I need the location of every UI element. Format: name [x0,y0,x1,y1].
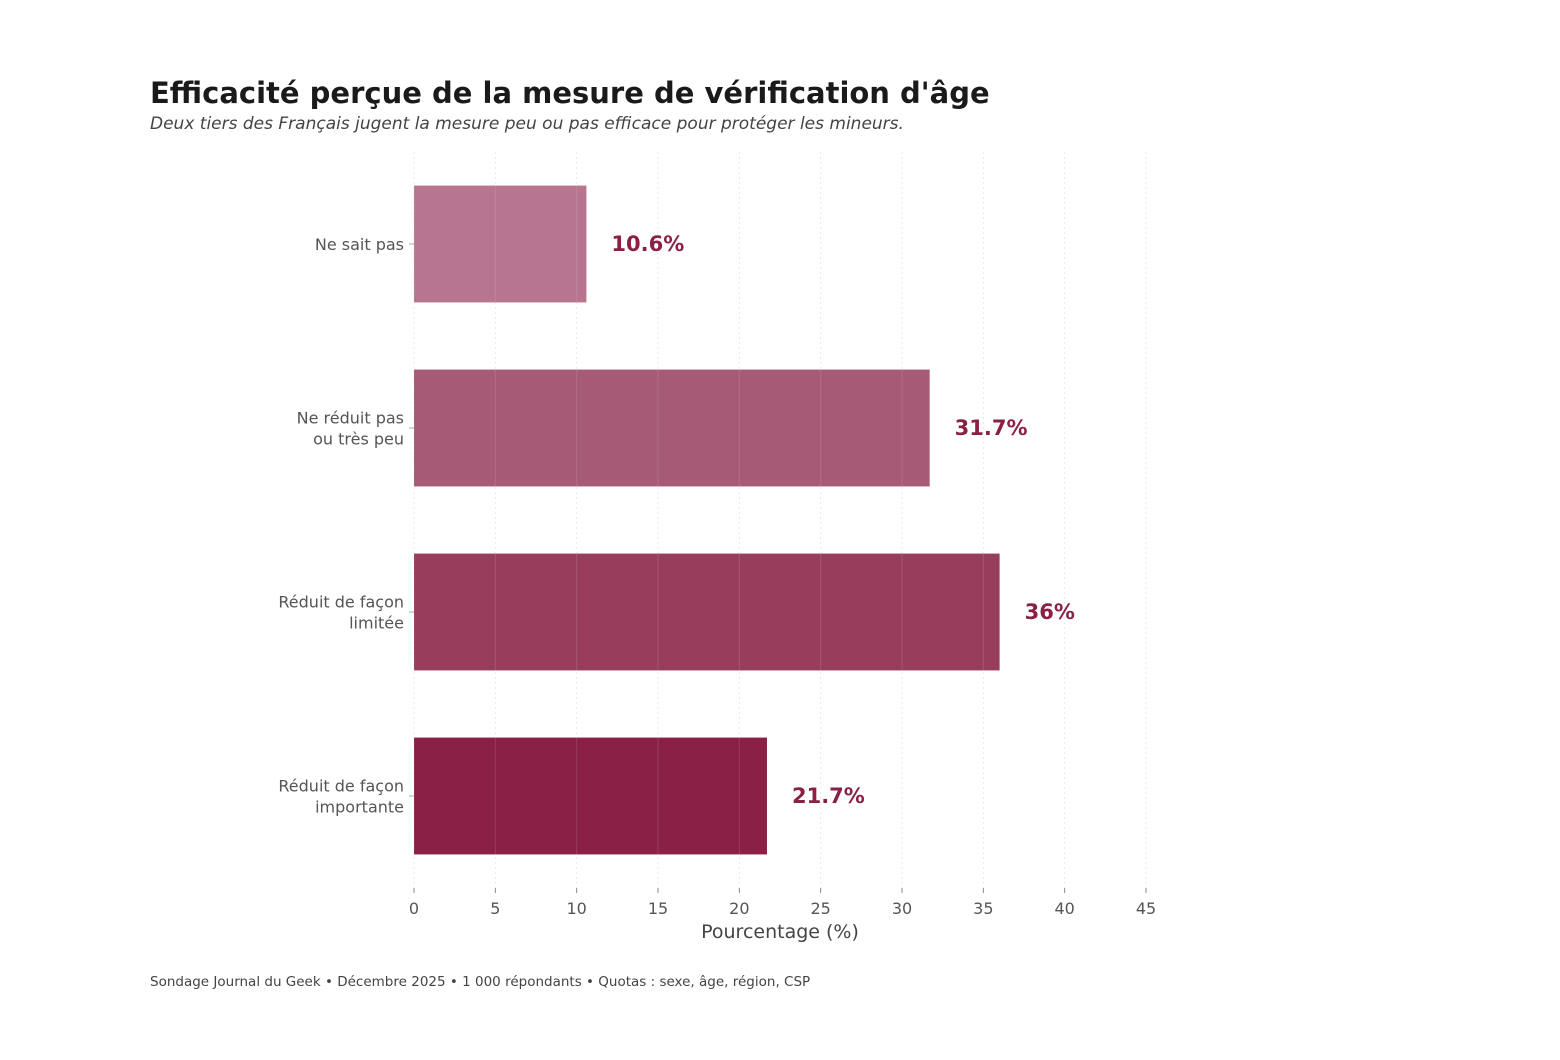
x-tick-label: 20 [729,899,749,918]
bar-value-label: 36% [1025,600,1075,624]
x-tick-label: 30 [892,899,912,918]
y-tick-label: Réduit de façon limitée [278,593,404,633]
chart-footer: Sondage Journal du Geek • Décembre 2025 … [150,974,811,990]
bar [414,737,767,855]
x-tick-label: 15 [648,899,668,918]
grid-overlay [413,152,1147,888]
y-axis: Ne sait pas Ne réduit pas ou très peu Rédui… [278,235,414,817]
x-tick-label: 35 [973,899,993,918]
x-axis-label: Pourcentage (%) [701,921,859,943]
x-tick-label: 25 [810,899,830,918]
bars [414,185,1000,855]
y-tick-label: Ne sait pas [315,235,404,254]
x-tick-label: 10 [566,899,586,918]
bar [414,553,1000,671]
chart-subtitle: Deux tiers des Français jugent la mesure… [150,114,904,134]
bar-value-label: 10.6% [611,232,684,256]
bar [414,185,587,303]
y-tick-label: Ne réduit pas ou très peu [297,409,404,449]
y-tick-label: Réduit de façon importante [278,777,404,817]
bar-value-label: 31.7% [955,416,1028,440]
x-tick-label: 0 [409,899,419,918]
x-tick-label: 5 [490,899,500,918]
x-axis: 0 5 10 15 20 25 30 35 40 45 [409,888,1156,918]
x-tick-label: 40 [1054,899,1074,918]
value-labels: 10.6% 31.7% 36% 21.7% [611,232,1074,808]
x-tick-label: 45 [1136,899,1156,918]
bar [414,369,930,487]
bar-value-label: 21.7% [792,784,865,808]
chart-title: Efficacité perçue de la mesure de vérifi… [150,76,990,110]
